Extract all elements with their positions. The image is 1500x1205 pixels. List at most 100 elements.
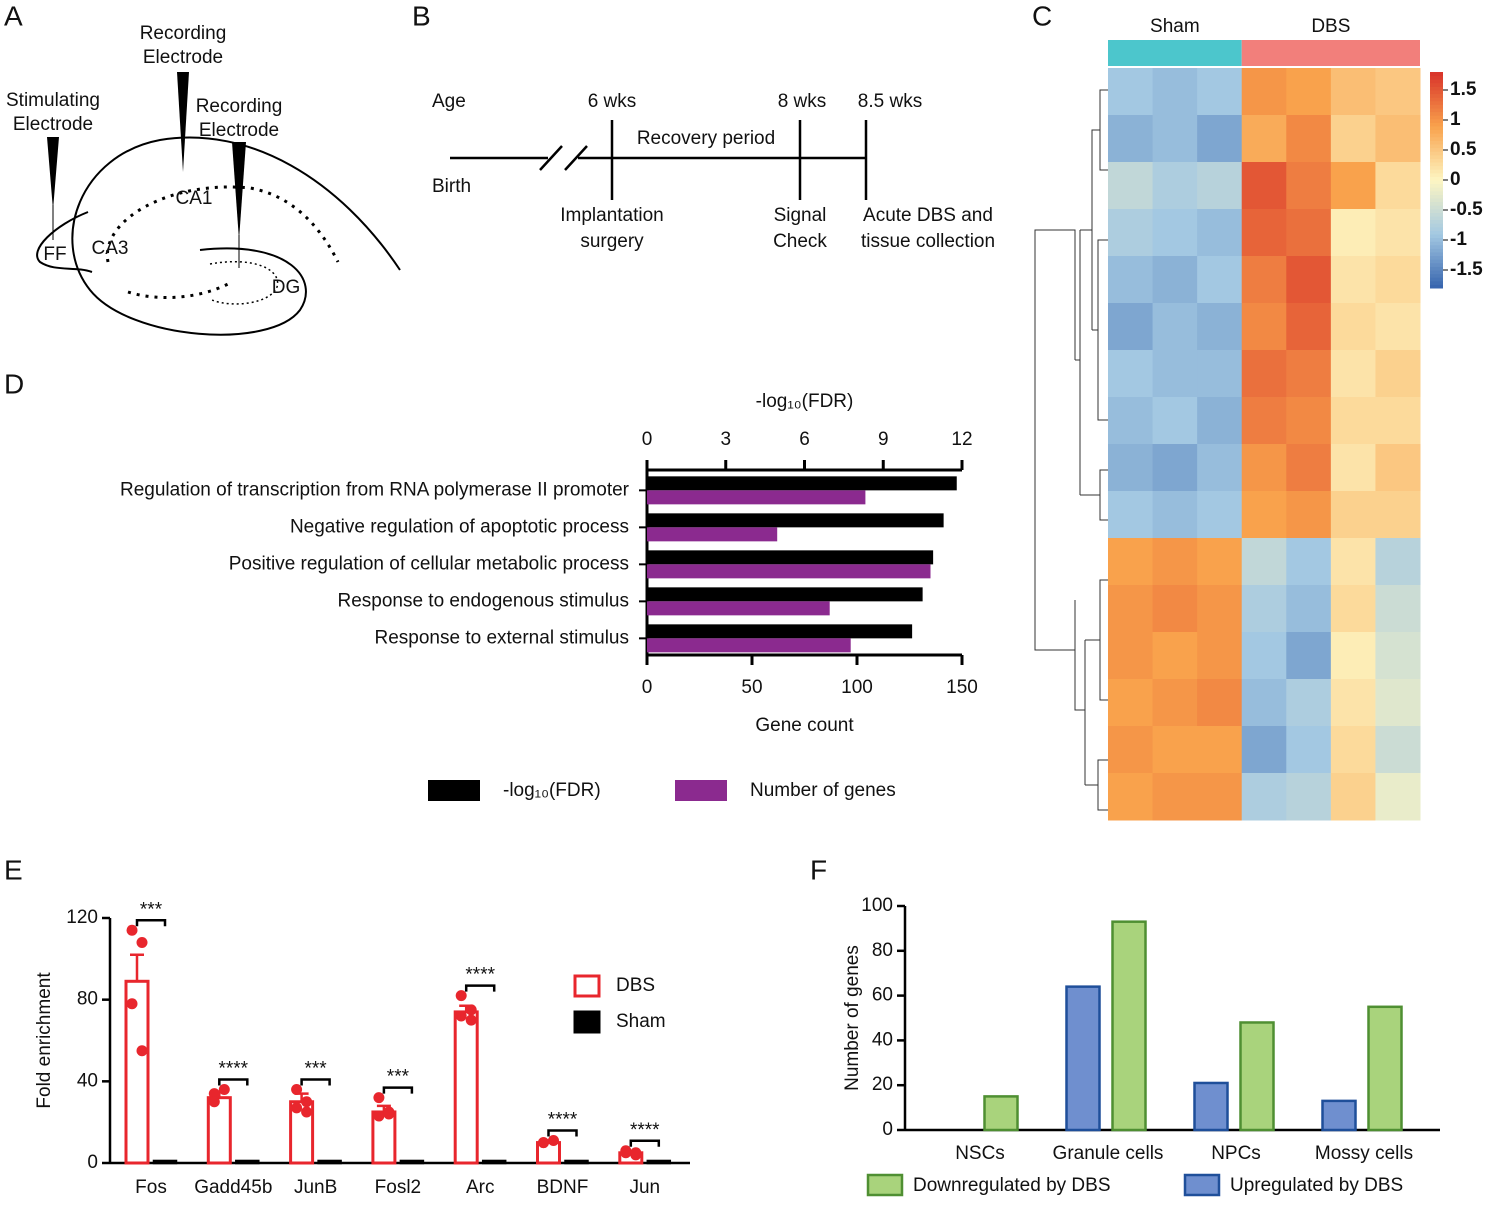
heatmap-cell	[1241, 726, 1287, 774]
heatmap-cell	[1330, 491, 1376, 539]
label: Signal	[774, 205, 827, 226]
bar	[1111, 920, 1147, 1132]
heatmap-cell	[1330, 162, 1376, 210]
heatmap-cell	[1286, 115, 1332, 163]
group-bar	[1241, 40, 1420, 66]
colorbar-segment	[1430, 187, 1443, 192]
heatmap-cell	[1286, 256, 1332, 304]
heatmap-cell	[1197, 538, 1243, 586]
y-tick-label: 20	[872, 1074, 893, 1095]
label: Recording	[140, 23, 227, 44]
colorbar-segment	[1430, 212, 1443, 217]
label: tissue collection	[861, 231, 995, 252]
significance-bracket	[300, 1078, 331, 1086]
colorbar-segment	[1430, 226, 1443, 231]
colorbar-segment	[1430, 180, 1443, 185]
data-point	[218, 1084, 230, 1095]
heatmap-cell	[1152, 585, 1198, 633]
heatmap-cell	[1241, 444, 1287, 492]
colorbar-segment	[1430, 183, 1443, 188]
data-point	[208, 1088, 220, 1100]
heatmap-cell	[1241, 209, 1287, 257]
data-point	[465, 1014, 477, 1026]
legend-label: Downregulated by DBS	[913, 1175, 1111, 1196]
heatmap-cell	[1197, 256, 1243, 304]
heatmap-cell	[1108, 444, 1154, 492]
x-tick-label: Arc	[466, 1177, 495, 1198]
label: Recovery period	[637, 128, 775, 149]
heatmap-cell	[1108, 303, 1154, 351]
x-tick-label: 150	[946, 677, 978, 698]
colorbar-segment	[1430, 223, 1443, 228]
category-label: Regulation of transcription from RNA pol…	[120, 479, 630, 500]
heatmap-cell	[1286, 538, 1332, 586]
heatmap-cell	[1330, 444, 1376, 492]
heatmap-cell	[1330, 350, 1376, 398]
legend-swatch	[428, 780, 480, 801]
heatmap-cell	[1197, 444, 1243, 492]
ca3-layer	[127, 282, 229, 300]
bar	[1239, 1021, 1275, 1132]
legend-label: -log₁₀(FDR)	[503, 780, 601, 801]
heatmap-cell	[1108, 68, 1154, 116]
data-point	[291, 1084, 303, 1095]
colorbar-segment	[1430, 151, 1443, 156]
bar	[647, 490, 866, 505]
heatmap-cell	[1241, 68, 1287, 116]
heatmap-cell	[1241, 538, 1287, 586]
bar	[1367, 1005, 1403, 1132]
heatmap-cell	[1241, 350, 1287, 398]
heatmap-cell	[1108, 256, 1154, 304]
colorbar-segment	[1430, 172, 1443, 177]
bar	[647, 550, 934, 565]
heatmap-cell	[1152, 444, 1198, 492]
colorbar-segment	[1430, 133, 1443, 138]
colorbar-segment	[1430, 284, 1443, 289]
significance-bracket	[629, 1139, 661, 1147]
bar	[647, 601, 830, 616]
x-tick-label: 0	[642, 677, 653, 698]
heatmap-cell	[1375, 679, 1421, 727]
heatmap-cell	[1330, 256, 1376, 304]
x-tick-label: NPCs	[1211, 1143, 1261, 1164]
label: Electrode	[143, 47, 223, 68]
heatmap-cell	[1152, 397, 1198, 445]
heatmap-cell	[1108, 350, 1154, 398]
significance-bracket	[464, 984, 496, 992]
label: 6 wks	[588, 91, 637, 112]
heatmap-cell	[1197, 726, 1243, 774]
colorbar-segment	[1430, 126, 1443, 131]
significance-bracket	[547, 1129, 578, 1137]
bar	[647, 624, 913, 639]
x-tick-label: 50	[741, 677, 762, 698]
bar	[481, 1159, 507, 1165]
significance-bracket	[382, 1086, 414, 1094]
heatmap-cell	[1197, 491, 1243, 539]
panel-label: D	[4, 368, 24, 399]
colorbar-segment	[1430, 201, 1443, 206]
label: 8.5 wks	[858, 91, 922, 112]
heatmap-cell	[1375, 162, 1421, 210]
electrode	[47, 137, 59, 210]
colorbar-segment	[1430, 162, 1443, 167]
x2-tick-label: 6	[799, 429, 810, 450]
heatmap-cell	[1152, 303, 1198, 351]
x-tick-label: Fos	[135, 1177, 167, 1198]
group-bar	[1108, 40, 1242, 66]
heatmap-cell	[1152, 209, 1198, 257]
region-label: FF	[43, 244, 66, 265]
heatmap-cell	[1197, 115, 1243, 163]
heatmap-cell	[1375, 68, 1421, 116]
bar	[1193, 1081, 1229, 1132]
bar	[152, 1159, 178, 1165]
significance-label: ***	[305, 1059, 328, 1080]
category-label: Negative regulation of apoptotic process	[290, 516, 629, 537]
electrode	[177, 72, 189, 172]
significance-label: ****	[465, 965, 495, 986]
bar	[564, 1159, 589, 1165]
colorbar-segment	[1430, 248, 1443, 253]
colorbar-segment	[1430, 241, 1443, 246]
error-bar	[130, 953, 144, 982]
data-point	[455, 1010, 467, 1022]
